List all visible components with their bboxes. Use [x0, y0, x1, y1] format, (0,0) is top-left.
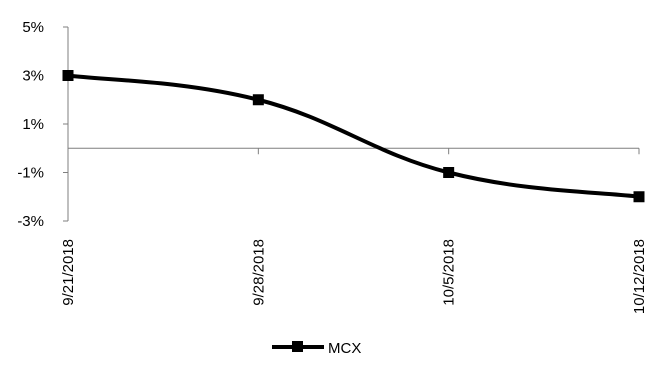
chart-axes	[67, 27, 639, 221]
y-tick-label: 5%	[22, 19, 44, 36]
data-point-marker	[62, 70, 74, 81]
series-group	[62, 70, 645, 203]
y-tick-label: -3%	[17, 213, 44, 230]
data-point-marker	[443, 167, 455, 178]
data-point-marker	[633, 191, 645, 203]
legend: MCX	[272, 340, 361, 357]
legend-marker	[292, 341, 303, 352]
x-axis-ticks: 9/21/2018 9/28/2018 10/5/2018 10/12/2018	[60, 148, 648, 314]
x-tick-label: 10/5/2018	[441, 239, 458, 306]
data-point-marker	[252, 94, 264, 106]
y-tick-label: -1%	[17, 165, 44, 182]
legend-label: MCX	[328, 340, 361, 357]
y-tick-label: 3%	[22, 68, 44, 85]
x-tick-label: 9/28/2018	[250, 239, 267, 306]
y-tick-label: 1%	[22, 116, 44, 133]
y-axis-ticks: 5% 3% 1% -1% -3%	[17, 19, 68, 230]
x-tick-label: 9/21/2018	[60, 239, 77, 306]
x-tick-label: 10/12/2018	[631, 239, 648, 314]
series-line	[67, 73, 640, 199]
